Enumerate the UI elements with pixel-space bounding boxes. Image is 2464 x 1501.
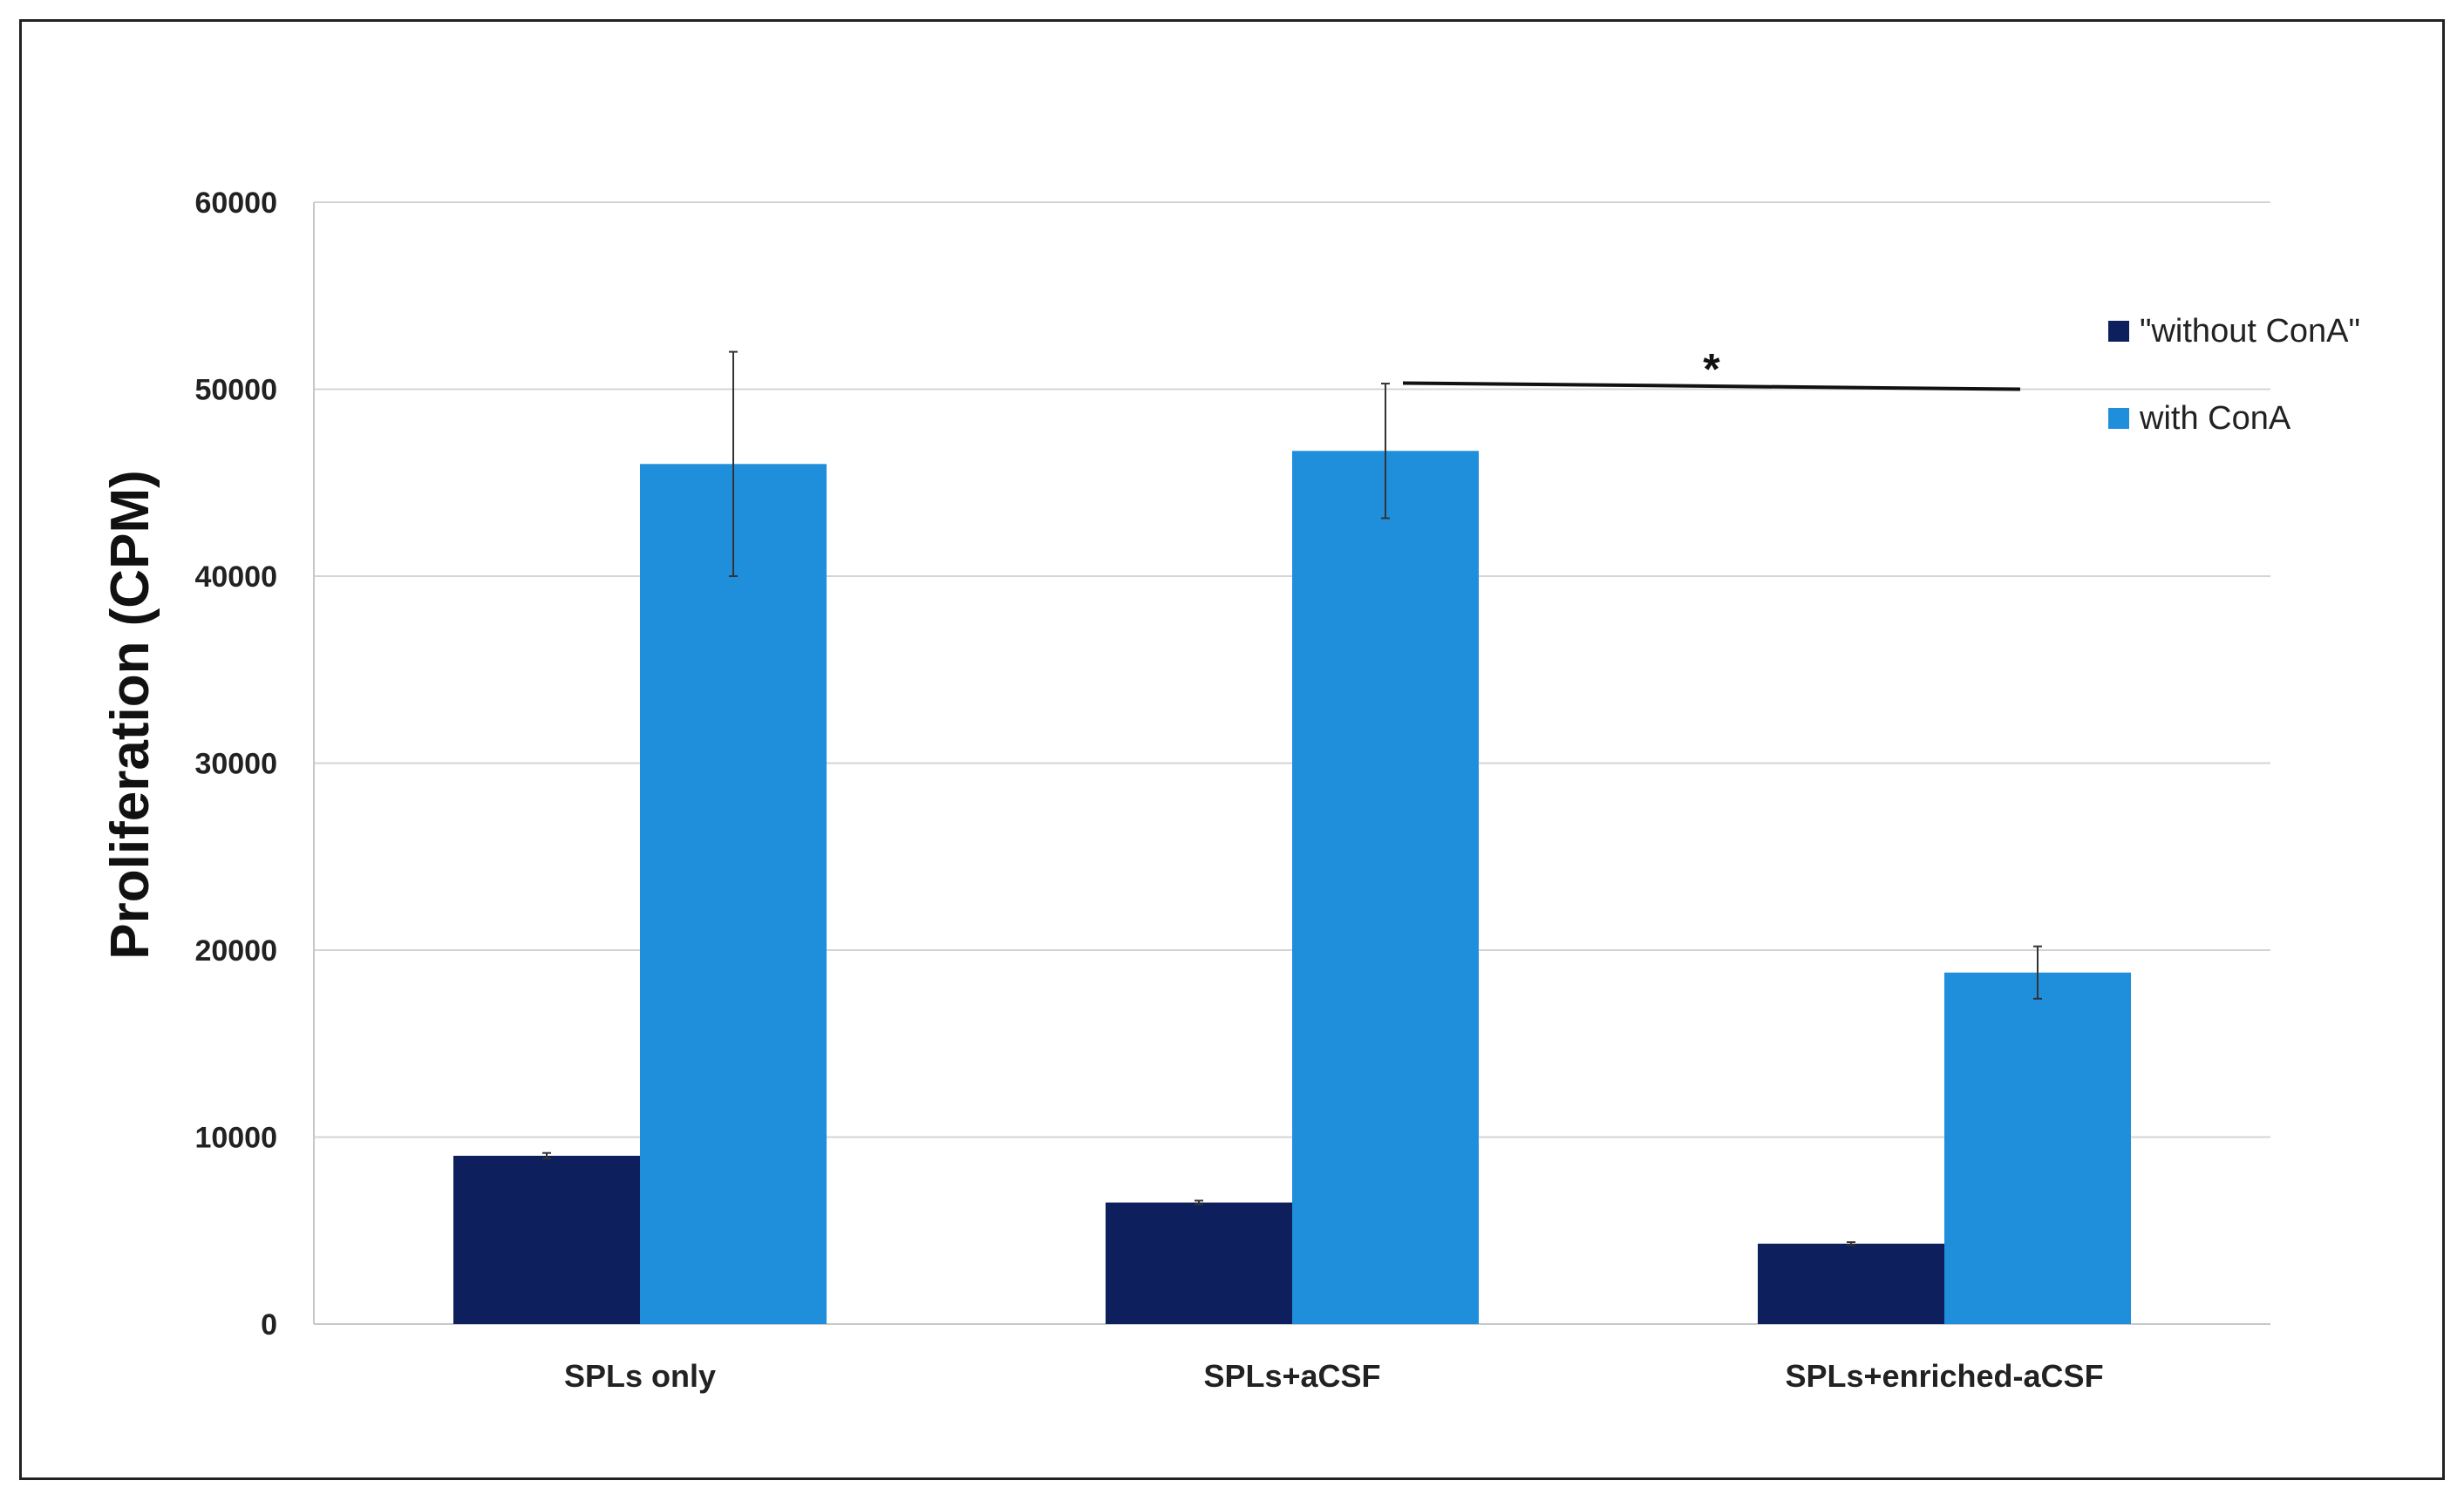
legend-label: with ConA	[2139, 400, 2291, 437]
legend-swatch	[2108, 321, 2129, 342]
bars	[453, 451, 2131, 1324]
bar	[1106, 1202, 1292, 1324]
bar	[640, 464, 827, 1324]
bar	[453, 1155, 640, 1324]
category-label: SPLs only	[564, 1358, 716, 1394]
legend-label: "without ConA"	[2140, 313, 2360, 350]
category-label: SPLs+aCSF	[1203, 1358, 1380, 1394]
significance-marker: *	[1703, 345, 1720, 394]
significance-annotation: *	[1402, 345, 2021, 394]
bar	[1292, 451, 1479, 1324]
y-tick-labels: 0 10000 20000 30000 40000 50000 60000	[194, 187, 277, 1341]
error-bars	[542, 350, 2042, 1246]
y-tick-label: 30000	[194, 748, 277, 781]
y-tick-label: 60000	[194, 187, 277, 220]
significance-line	[1402, 381, 2021, 391]
y-tick-label: 20000	[194, 934, 277, 968]
legend: "without ConA" with ConA	[2108, 313, 2360, 437]
bar	[1758, 1243, 1944, 1324]
category-labels: SPLs only SPLs+aCSF SPLs+enriched-aCSF	[564, 1358, 2104, 1394]
y-tick-label: 50000	[194, 374, 277, 407]
category-label: SPLs+enriched-aCSF	[1785, 1358, 2103, 1394]
y-tick-label: 0	[261, 1308, 277, 1341]
y-tick-label: 40000	[194, 560, 277, 594]
legend-swatch	[2108, 408, 2129, 429]
y-tick-label: 10000	[194, 1122, 277, 1155]
y-axis-label: Proliferation (CPM)	[100, 470, 160, 959]
bar	[1944, 972, 2131, 1324]
